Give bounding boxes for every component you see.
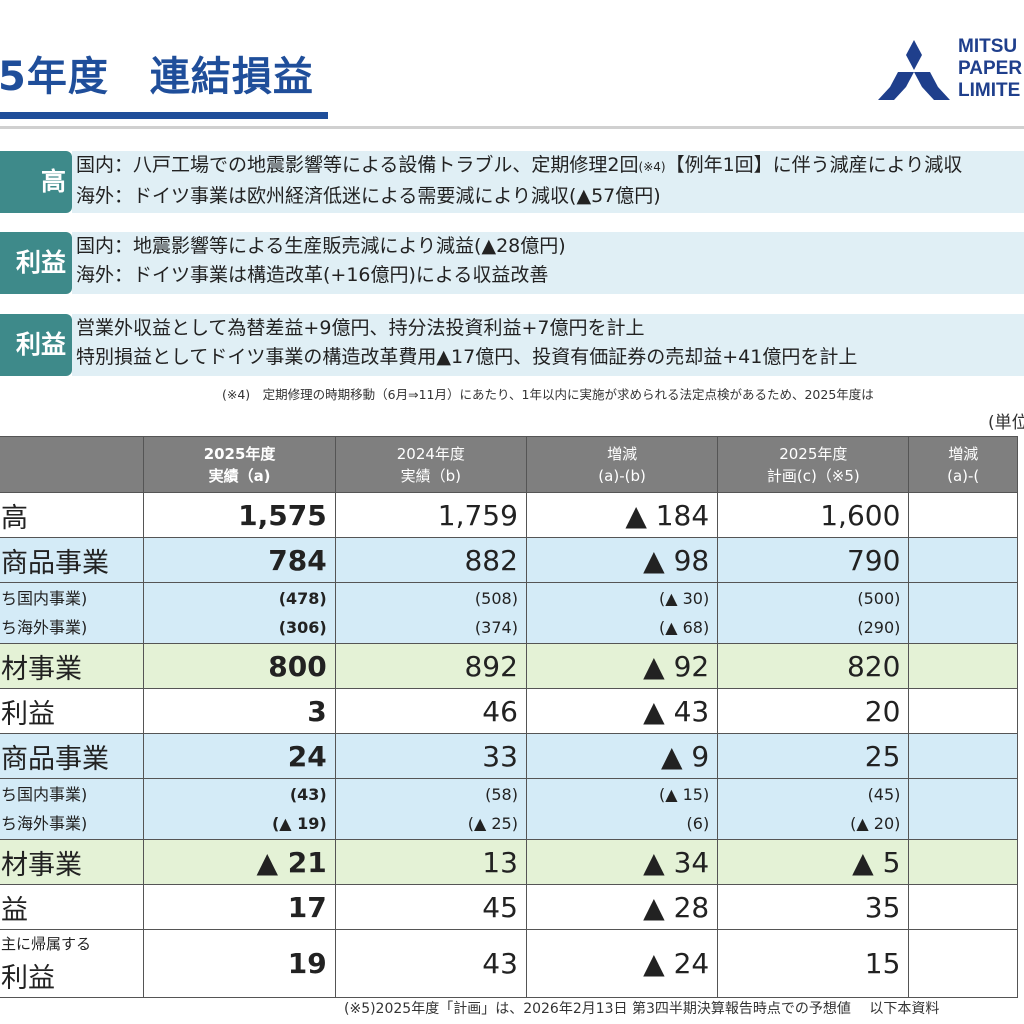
summary-tag: 利益: [0, 232, 72, 294]
title-underline: [0, 112, 328, 119]
table-row: 商品事業 24 33 ▲ 9 25: [0, 733, 1018, 779]
summary-text: 国内：地震影響等による生産販売減により減益(▲28億円) 海外：ドイツ事業は構造…: [72, 232, 1024, 294]
financial-table: 2025年度 実績（a) 2024年度 実績（b) 増減 (a)-(b) 2025年度…: [0, 436, 1018, 998]
table-row: 高 1,575 1,759 ▲ 184 1,600: [0, 492, 1018, 538]
table-row: 益 17 45 ▲ 28 35: [0, 884, 1018, 930]
table-header-row: 2025年度 実績（a) 2024年度 実績（b) 増減 (a)-(b) 2025年度…: [0, 436, 1018, 493]
table-row: 主に帰属する 利益 19 43 ▲ 24 15: [0, 929, 1018, 998]
header-change-ab: 増減 (a)-(b): [525, 436, 719, 493]
logo-wordmark: MITSU PAPER LIMITE: [958, 36, 1023, 101]
summary-tag: 利益: [0, 314, 72, 376]
table-row: 商品事業 784 882 ▲ 98 790: [0, 537, 1018, 583]
summary-text: 国内：八戸工場での地震影響等による設備トラブル、定期修理2回(※4)【例年1回】…: [72, 151, 1024, 213]
table-row: 材事業 ▲ 21 13 ▲ 34 ▲ 5: [0, 839, 1018, 885]
summary-tag: 高: [0, 151, 72, 213]
table-row: ち国内事業) ち海外事業) (43) (▲ 19) (58) (▲ 25) (▲ 15…: [0, 778, 1018, 840]
header-blank: [0, 436, 145, 493]
header-fy2024-actual: 2024年度 実績（b): [334, 436, 527, 493]
page-title: 5年度 連結損益: [0, 54, 314, 100]
summary-text: 営業外収益として為替差益+9億円、持分法投資利益+7億円を計上 特別損益としてド…: [72, 314, 1024, 376]
table-row: 材事業 800 892 ▲ 92 820: [0, 643, 1018, 689]
header-divider: [0, 126, 1024, 129]
table-row: ち国内事業) ち海外事業) (478) (306) (508) (374) (▲ 30…: [0, 582, 1018, 644]
table-row: 利益 3 46 ▲ 43 20: [0, 688, 1018, 734]
three-diamonds-icon: [878, 40, 950, 100]
header-fy2025-plan: 2025年度 計画(c)（※5): [717, 436, 910, 493]
unit-label: (単位: [988, 413, 1024, 433]
company-logo: MITSU PAPER LIMITE: [876, 36, 1024, 108]
header-fy2025-actual: 2025年度 実績（a): [143, 436, 336, 493]
header-change-ac: 増減 (a)-(: [908, 436, 1018, 493]
footnote-4: (※4) 定期修理の時期移動（6月⇒11月）にあたり、1年以内に実施が求められる…: [222, 387, 874, 402]
footnote-5: (※5)2025年度「計画」は、2026年2月13日 第3四半期決算報告時点での…: [344, 1001, 940, 1017]
